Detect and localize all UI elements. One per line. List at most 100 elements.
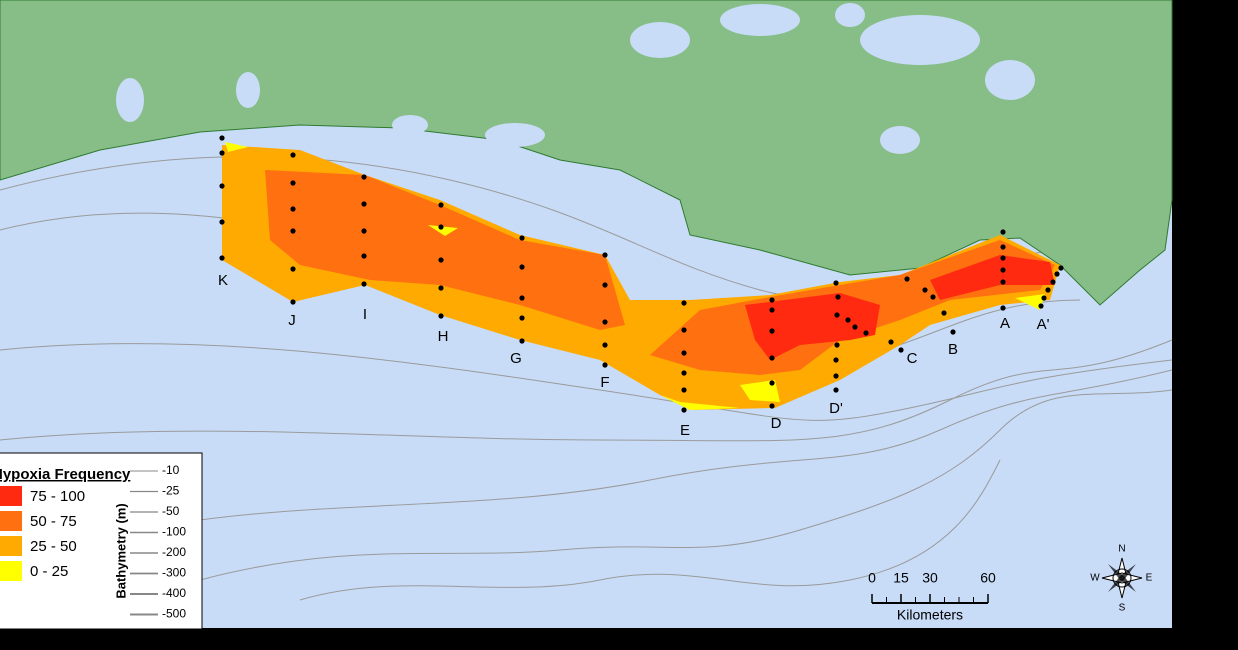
transect-labels: K J I H G F E D D' C B A A' (218, 272, 1050, 439)
station (361, 228, 367, 234)
station (290, 299, 296, 305)
station (834, 342, 840, 348)
compass-e: E (1146, 573, 1153, 584)
station (361, 253, 367, 259)
bathymetry-label: -100 (162, 525, 186, 539)
bathymetry-title: Bathymetry (m) (113, 503, 128, 598)
legend-swatch (0, 511, 22, 531)
transect-label: A' (1037, 316, 1050, 333)
station (1000, 244, 1006, 250)
compass: N S E W (1090, 544, 1152, 614)
transect-label: I (363, 306, 367, 323)
transect-label: C (907, 350, 918, 367)
station (769, 307, 775, 313)
station (833, 373, 839, 379)
station (922, 287, 928, 293)
legend-label: 0 - 25 (30, 563, 68, 580)
legend-swatch (0, 561, 22, 581)
station (769, 380, 775, 386)
bathymetry-label: -400 (162, 586, 186, 600)
station (219, 219, 225, 225)
bathymetry-label: -200 (162, 545, 186, 559)
station (950, 329, 956, 335)
station (361, 174, 367, 180)
station (361, 281, 367, 287)
station (888, 339, 894, 345)
legend: Hypoxia Frequency 75 - 100 50 - 75 25 - 50… (0, 452, 203, 630)
station (1000, 229, 1006, 235)
scale-bar: Kilometers 0 15 30 60 (868, 570, 996, 623)
station (1045, 287, 1051, 293)
legend-swatch (0, 536, 22, 556)
compass-n: N (1118, 544, 1125, 555)
station (852, 324, 858, 330)
station (438, 285, 444, 291)
scale-label: 0 (868, 570, 876, 586)
station (930, 294, 936, 300)
station (438, 257, 444, 263)
transect-label: D' (829, 400, 843, 417)
station (438, 313, 444, 319)
station (769, 297, 775, 303)
station (219, 255, 225, 261)
legend-label: 75 - 100 (30, 488, 85, 505)
station (769, 328, 775, 334)
transect-label: E (680, 422, 690, 439)
station (290, 152, 296, 158)
station (681, 407, 687, 413)
legend-swatch (0, 486, 22, 506)
station (769, 355, 775, 361)
station (833, 357, 839, 363)
station (1000, 267, 1006, 273)
legend-label: 25 - 50 (30, 538, 77, 555)
land (0, 0, 1173, 306)
station (290, 266, 296, 272)
transect-label: F (600, 374, 609, 391)
station (602, 319, 608, 325)
station (1038, 303, 1044, 309)
station (681, 387, 687, 393)
scale-label: 30 (922, 570, 938, 586)
compass-w: W (1090, 573, 1100, 584)
legend-title: Hypoxia Frequency (0, 466, 131, 483)
transect-label: A (1000, 315, 1010, 332)
station (941, 310, 947, 316)
transect-label: K (218, 272, 228, 289)
station (835, 294, 841, 300)
station (833, 387, 839, 393)
bathymetry-label: -500 (162, 607, 186, 621)
transect-label: D (771, 415, 782, 432)
station (681, 327, 687, 333)
station (519, 235, 525, 241)
bathymetry-label: -10 (162, 463, 180, 477)
station (834, 312, 840, 318)
station (519, 315, 525, 321)
station (898, 347, 904, 353)
scale-label: 15 (893, 570, 909, 586)
station (219, 150, 225, 156)
station (904, 276, 910, 282)
station (769, 403, 775, 409)
station (1050, 279, 1056, 285)
station (290, 228, 296, 234)
station (602, 342, 608, 348)
station (681, 370, 687, 376)
station (1000, 305, 1006, 311)
legend-label: 50 - 75 (30, 513, 77, 530)
compass-s: S (1119, 603, 1126, 614)
station (1000, 279, 1006, 285)
transect-label: G (510, 350, 522, 367)
contours (0, 156, 1173, 601)
station (519, 338, 525, 344)
station (219, 135, 225, 141)
station (290, 206, 296, 212)
legend-box (0, 452, 203, 630)
station (863, 330, 869, 336)
transect-label: J (288, 312, 296, 329)
bathymetry-label: -25 (162, 484, 180, 498)
station (1058, 265, 1064, 271)
transect-label: B (948, 341, 958, 358)
station (519, 264, 525, 270)
station (845, 317, 851, 323)
